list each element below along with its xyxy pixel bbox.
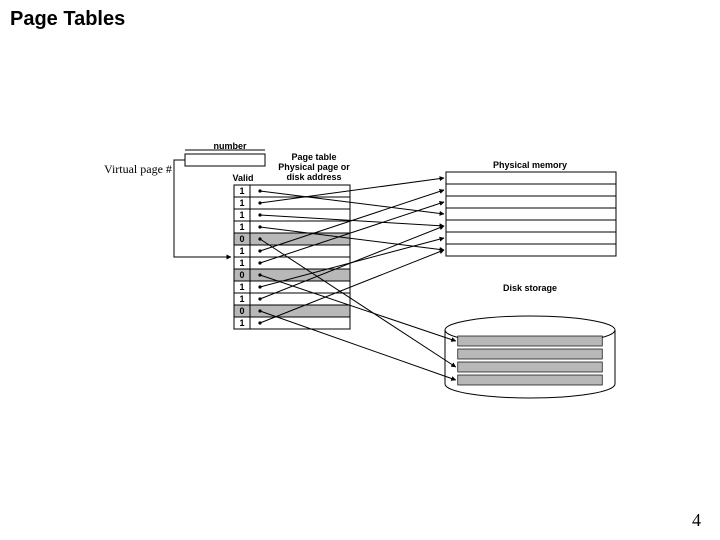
svg-text:1: 1 bbox=[239, 258, 244, 268]
svg-text:1: 1 bbox=[239, 186, 244, 196]
svg-text:0: 0 bbox=[239, 270, 244, 280]
svg-text:1: 1 bbox=[239, 282, 244, 292]
page-table-diagram: 1 1 1 1 0 1 1 0 1 1 0 1 bbox=[0, 0, 720, 540]
svg-text:0: 0 bbox=[239, 306, 244, 316]
svg-text:0: 0 bbox=[239, 234, 244, 244]
svg-text:1: 1 bbox=[239, 198, 244, 208]
svg-text:1: 1 bbox=[239, 246, 244, 256]
svg-text:1: 1 bbox=[239, 318, 244, 328]
svg-text:1: 1 bbox=[239, 294, 244, 304]
svg-text:1: 1 bbox=[239, 210, 244, 220]
svg-text:1: 1 bbox=[239, 222, 244, 232]
